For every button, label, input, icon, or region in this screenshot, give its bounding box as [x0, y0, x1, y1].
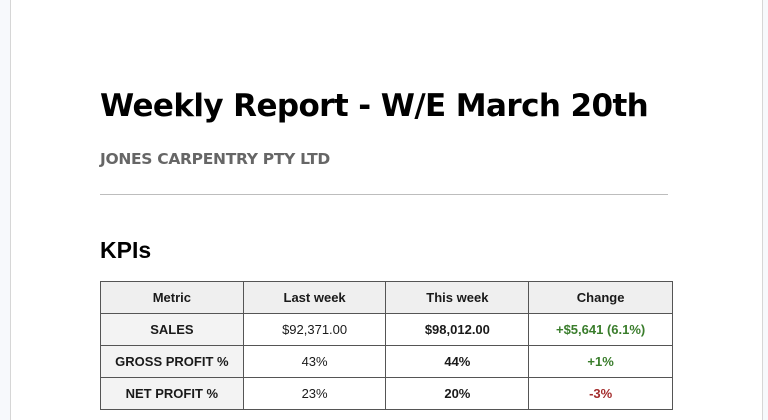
last-week-cell: 43%: [242, 345, 387, 378]
document-page: Weekly Report - W/E March 20th JONES CAR…: [10, 0, 763, 420]
table-row: NET PROFIT % 23% 20% -3%: [100, 377, 673, 410]
metric-cell: SALES: [100, 313, 244, 346]
divider: [100, 194, 668, 195]
header-change: Change: [528, 281, 673, 314]
header-label: Metric: [152, 290, 191, 305]
section-heading-kpis: KPIs: [100, 237, 152, 263]
this-week-cell: $98,012.00: [385, 313, 530, 346]
this-week-cell: 44%: [385, 345, 530, 378]
header-last-week: Last week: [242, 281, 387, 314]
change-cell: +1%: [528, 345, 673, 378]
table-header-row: Metric Last week This week Change: [100, 281, 673, 314]
this-week-cell: 20%: [385, 377, 530, 410]
header-label: Last week: [283, 290, 346, 305]
header-label: Change: [576, 290, 625, 305]
header-label: This week: [426, 290, 489, 305]
change-cell: -3%: [528, 377, 673, 410]
table-row: GROSS PROFIT % 43% 44% +1%: [100, 345, 673, 378]
company-name: JONES CARPENTRY PTY LTD: [100, 150, 330, 168]
table-row: SALES $92,371.00 $98,012.00 +$5,641 (6.1…: [100, 313, 673, 346]
change-cell: +$5,641 (6.1%): [528, 313, 673, 346]
metric-cell: GROSS PROFIT %: [100, 345, 244, 378]
page-title: Weekly Report - W/E March 20th: [100, 88, 649, 124]
kpi-table: Metric Last week This week Change SALES …: [100, 281, 673, 410]
header-this-week: This week: [385, 281, 530, 314]
header-metric: Metric: [100, 281, 244, 314]
metric-cell: NET PROFIT %: [100, 377, 244, 410]
last-week-cell: $92,371.00: [242, 313, 387, 346]
last-week-cell: 23%: [242, 377, 387, 410]
